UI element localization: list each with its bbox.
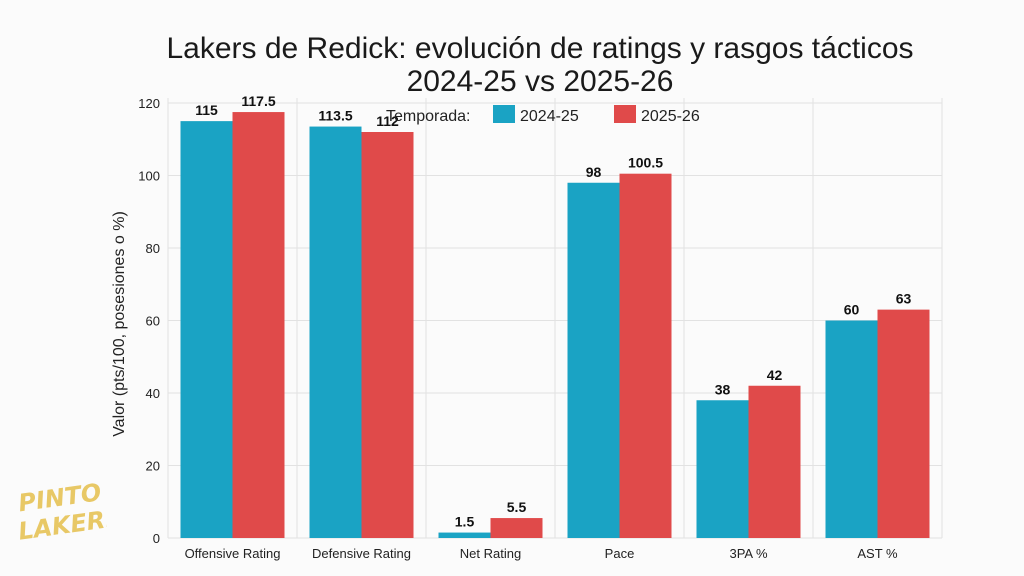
- data-label-2024-25: 60: [844, 302, 860, 318]
- legend-swatch-2024-25: [493, 105, 515, 123]
- data-label-2025-26: 117.5: [241, 93, 275, 109]
- data-label-2024-25: 1.5: [455, 514, 475, 530]
- y-tick-label: 100: [138, 169, 160, 184]
- y-axis-label: Valor (pts/100, posesiones o %): [111, 211, 128, 437]
- y-tick-label: 20: [146, 459, 160, 474]
- bar-2025-26: [748, 385, 801, 538]
- bar-2024-25: [438, 532, 491, 538]
- data-label-2024-25: 115: [195, 102, 218, 118]
- chart-title-line-1: Lakers de Redick: evolución de ratings y…: [166, 32, 913, 65]
- bar-2025-26: [361, 132, 414, 538]
- bar-2025-26: [490, 518, 543, 538]
- y-tick-label: 80: [146, 241, 160, 256]
- chart-title-line-2: 2024-25 vs 2025-26: [407, 65, 674, 98]
- bar-2024-25: [825, 320, 878, 538]
- x-category-label: Offensive Rating: [185, 546, 281, 561]
- ticks-layer: 0 20 40 60 80 100 120 Offensive Rating Defensive…: [138, 96, 898, 561]
- bars-layer: [180, 112, 930, 538]
- data-label-2024-25: 38: [715, 381, 731, 397]
- watermark-logo: PINTO LAKERS: [17, 478, 109, 546]
- legend-title: Temporada:: [386, 108, 471, 125]
- x-category-label: 3PA %: [729, 546, 768, 561]
- data-label-2025-26: 5.5: [507, 499, 527, 515]
- legend: Temporada: 2024-25 2025-26: [386, 105, 700, 125]
- legend-swatch-2025-26: [614, 105, 636, 123]
- x-category-label: Net Rating: [460, 546, 521, 561]
- x-category-label: Defensive Rating: [312, 546, 411, 561]
- data-label-2025-26: 63: [896, 291, 912, 307]
- x-category-label: Pace: [605, 546, 635, 561]
- bar-2024-25: [696, 400, 749, 538]
- bar-2024-25: [309, 126, 362, 538]
- bar-2024-25: [180, 121, 233, 538]
- bar-2024-25: [567, 182, 620, 538]
- y-tick-label: 60: [146, 314, 160, 329]
- data-labels-layer: 115 117.5 113.5 112 1.5 5.5 98 100.5 38 42 60 63: [195, 93, 911, 530]
- y-tick-label: 40: [146, 386, 160, 401]
- data-label-2024-25: 113.5: [318, 108, 352, 124]
- data-label-2025-26: 112: [376, 113, 399, 129]
- bar-2025-26: [619, 173, 672, 538]
- grid-layer: [167, 98, 943, 539]
- y-tick-label: 120: [138, 96, 160, 111]
- y-tick-label: 0: [153, 531, 160, 546]
- bar-2025-26: [232, 112, 285, 538]
- data-label-2024-25: 98: [586, 164, 602, 180]
- legend-label-2025-26: 2025-26: [641, 108, 700, 125]
- data-label-2025-26: 42: [767, 367, 783, 383]
- data-label-2025-26: 100.5: [628, 155, 663, 171]
- bar-2025-26: [877, 309, 930, 538]
- x-category-label: AST %: [857, 546, 898, 561]
- legend-label-2024-25: 2024-25: [520, 108, 579, 125]
